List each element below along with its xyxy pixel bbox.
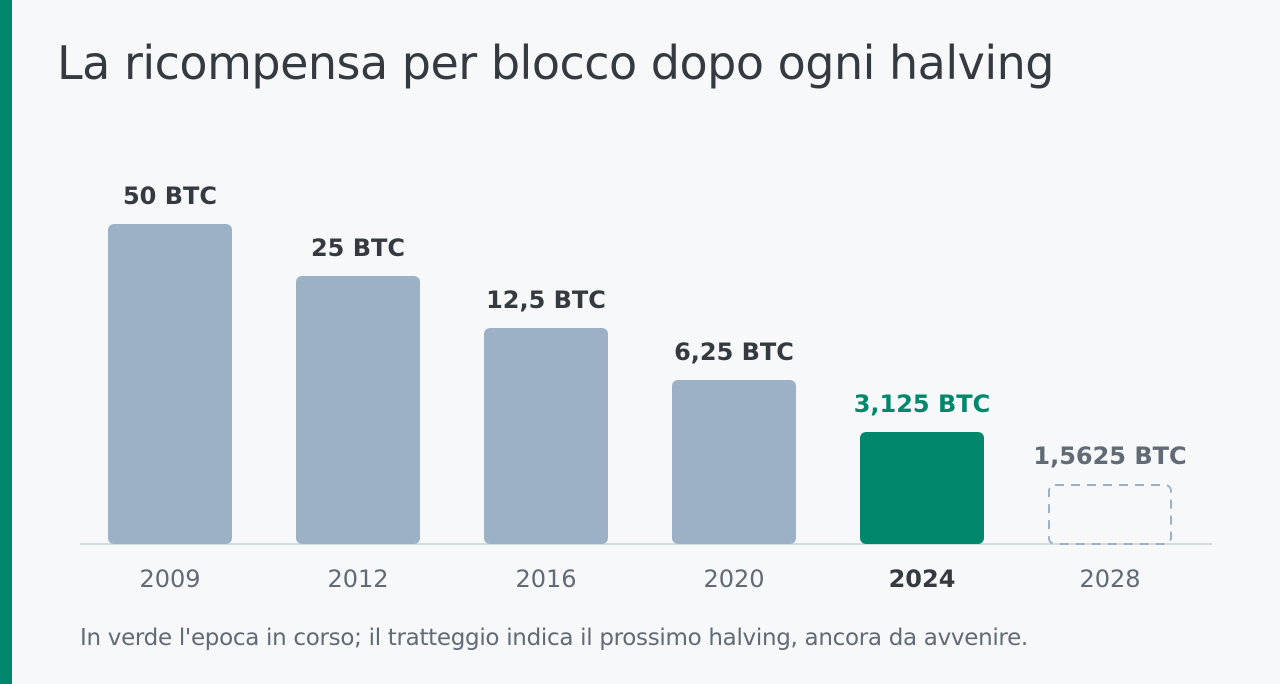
value-label-2012: 25 BTC — [311, 234, 405, 262]
value-label-2020: 6,25 BTC — [674, 338, 794, 366]
bar-2016 — [484, 328, 608, 544]
year-label-2016: 2016 — [515, 565, 576, 593]
bar-2020 — [672, 380, 796, 544]
year-label-2028: 2028 — [1079, 565, 1140, 593]
bar-2028-projected — [1048, 484, 1172, 545]
value-label-2028: 1,5625 BTC — [1033, 442, 1186, 470]
value-label-2016: 12,5 BTC — [486, 286, 606, 314]
accent-bar — [0, 0, 12, 684]
chart-title: La ricompensa per blocco dopo ogni halvi… — [57, 36, 1055, 90]
chart-footnote: In verde l'epoca in corso; il tratteggio… — [80, 625, 1028, 651]
value-label-2024: 3,125 BTC — [854, 390, 991, 418]
bar-2024 — [860, 432, 984, 544]
year-label-2020: 2020 — [703, 565, 764, 593]
value-label-2009: 50 BTC — [123, 182, 217, 210]
year-label-2009: 2009 — [139, 565, 200, 593]
year-label-2012: 2012 — [327, 565, 388, 593]
bar-2009 — [108, 224, 232, 544]
bar-2012 — [296, 276, 420, 544]
year-label-2024: 2024 — [889, 565, 956, 593]
